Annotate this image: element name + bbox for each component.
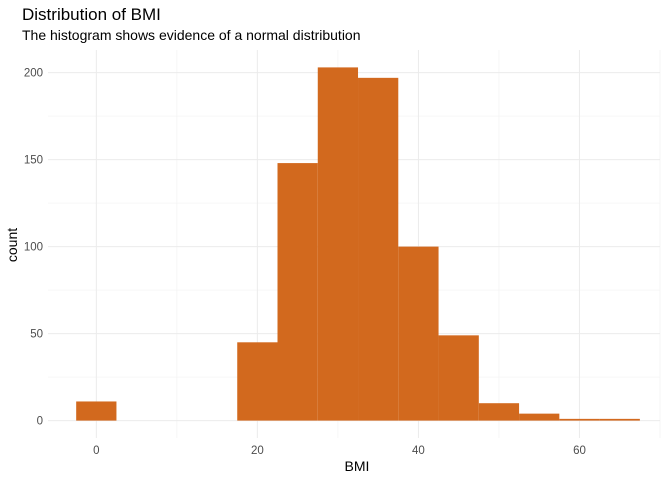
histogram-bar-13 [599, 418, 640, 421]
chart-title: Distribution of BMI [22, 5, 161, 24]
x-tick-label: 60 [573, 445, 586, 457]
histogram-bar-0 [76, 401, 117, 421]
y-tick-label: 200 [24, 68, 43, 80]
histogram-bar-12 [559, 418, 600, 421]
histogram-bar-4 [237, 342, 278, 421]
y-tick-label: 50 [30, 329, 43, 341]
histogram-bar-10 [478, 403, 520, 421]
histogram-bar-11 [519, 413, 560, 421]
chart-subtitle: The histogram shows evidence of a normal… [22, 27, 361, 43]
y-axis-label: count [4, 228, 20, 262]
x-axis-label: BMI [345, 458, 370, 474]
y-tick-label: 150 [24, 155, 43, 167]
x-axis-ticks: 0 20 40 60 [93, 445, 586, 457]
histogram-bar-5 [277, 163, 318, 421]
histogram-bar-6 [317, 67, 359, 421]
histogram-bar-9 [438, 335, 479, 421]
histogram-bars [76, 67, 640, 421]
y-tick-label: 0 [37, 416, 43, 428]
y-tick-label: 100 [24, 242, 43, 254]
x-tick-label: 20 [251, 445, 264, 457]
histogram-bar-7 [358, 77, 399, 421]
x-tick-label: 0 [93, 445, 99, 457]
x-tick-label: 40 [412, 445, 425, 457]
histogram-bar-8 [398, 246, 439, 421]
y-axis-ticks: 0 50 100 150 200 [24, 68, 43, 428]
